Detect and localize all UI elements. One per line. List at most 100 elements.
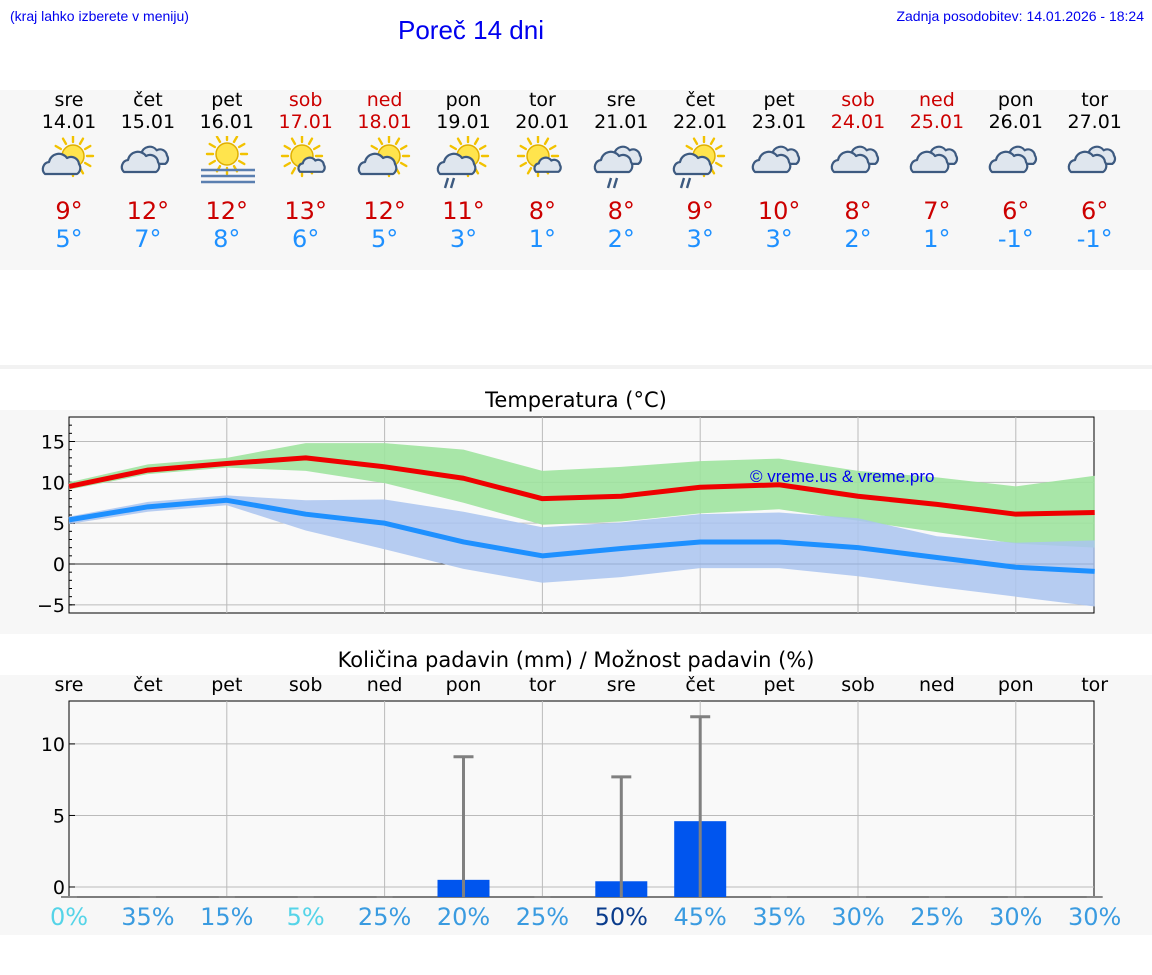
day-name: ned: [918, 89, 955, 111]
watermark: © vreme.us & vreme.pro: [750, 467, 935, 486]
min-temp: 2°: [844, 225, 872, 253]
max-temp: 6°: [1081, 197, 1109, 225]
precip-probability: 15%: [200, 903, 254, 931]
day-name: čet: [133, 89, 163, 111]
day-name: pon: [997, 89, 1034, 111]
precip-probability: 25%: [910, 903, 964, 931]
day-date: 15.01: [120, 111, 176, 133]
min-temp: 1°: [923, 225, 951, 253]
day-name: ned: [366, 89, 403, 111]
max-temp: 8°: [528, 197, 557, 225]
day-name: tor: [528, 89, 556, 111]
y-tick-label: 5: [53, 513, 65, 535]
cloudy-icon: [909, 145, 958, 174]
precip-day-label: sob: [841, 674, 875, 696]
sun-small-cloud-icon: [280, 136, 326, 178]
min-temp-line: [68, 497, 1095, 574]
forecast-band: [0, 90, 1152, 270]
precip-probability: 25%: [357, 903, 412, 931]
precip-probability: 0%: [49, 903, 89, 931]
day-date: 27.01: [1067, 111, 1122, 133]
page-title: Poreč 14 dni: [398, 15, 544, 45]
max-temp: 8°: [844, 197, 872, 225]
day-date: 14.01: [41, 111, 97, 133]
max-temp: 13°: [284, 197, 327, 225]
day-name: sre: [606, 89, 636, 111]
sun-small-cloud-icon: [517, 136, 563, 178]
precip-day-label: sre: [54, 674, 84, 696]
min-temp: 3°: [765, 225, 793, 253]
precip-probability: 5%: [286, 903, 325, 931]
day-name: čet: [685, 89, 715, 111]
sun-cloud-icon: [41, 136, 95, 178]
min-temp: 1°: [528, 225, 557, 253]
max-temp: 12°: [205, 197, 249, 225]
precip-day-label: pon: [997, 674, 1034, 696]
day-date: 16.01: [199, 111, 254, 133]
day-date: 21.01: [594, 111, 649, 133]
precip-probability: 30%: [989, 903, 1043, 931]
min-temp: 5°: [370, 225, 399, 253]
temperature-chart-title: Temperatura (°C): [485, 388, 667, 412]
last-update: Zadnja posodobitev: 14.01.2026 - 18:24: [896, 8, 1144, 24]
sun-cloud-icon: [357, 136, 410, 178]
precip-day-label: ned: [366, 674, 403, 696]
precip-day-label: tor: [528, 674, 556, 696]
precip-day-label: čet: [685, 674, 715, 696]
day-date: 19.01: [436, 111, 491, 133]
day-date: 20.01: [515, 111, 570, 133]
y-tick-label: 15: [41, 432, 65, 454]
cloudy-icon: [830, 145, 880, 174]
precip-day-label: tor: [1081, 674, 1109, 696]
precip-day-label: sre: [606, 674, 636, 696]
location-menu-hint: (kraj lahko izberete v meniju): [10, 8, 189, 24]
day-date: 23.01: [751, 111, 807, 133]
y-tick-label: 0: [53, 554, 65, 576]
precip-probability: 25%: [515, 903, 570, 931]
min-temp: -1°: [1076, 225, 1113, 253]
precip-probability: 30%: [831, 903, 885, 931]
max-temp: 6°: [1002, 197, 1030, 225]
precip-day-label: pet: [211, 674, 243, 696]
max-temp: 8°: [607, 197, 635, 225]
sun-cloud-rain-icon: [436, 136, 489, 189]
day-name: sob: [841, 89, 875, 111]
max-temp: 10°: [757, 197, 801, 225]
min-temp: 3°: [686, 225, 714, 253]
precipitation-chart-title: Količina padavin (mm) / Možnost padavin …: [337, 648, 815, 672]
day-date: 17.01: [278, 111, 333, 133]
min-temp: 2°: [607, 225, 635, 253]
min-temp: 8°: [213, 225, 241, 253]
precip-probability: 35%: [121, 903, 175, 931]
precip-day-label: pon: [445, 674, 482, 696]
min-temp: -1°: [997, 225, 1034, 253]
precip-day-label: sob: [288, 674, 323, 696]
min-temp: 3°: [449, 225, 478, 253]
day-name: pet: [211, 89, 243, 111]
max-temp: 11°: [442, 197, 485, 225]
precip-probability: 45%: [673, 903, 727, 931]
min-temp: 5°: [55, 225, 83, 253]
precip-probability: 50%: [594, 903, 648, 931]
cloudy-icon: [751, 145, 801, 174]
cloudy-icon: [120, 145, 169, 174]
day-name: tor: [1081, 89, 1109, 111]
day-name: pon: [445, 89, 482, 111]
max-temp: 9°: [55, 197, 83, 225]
max-temp: 12°: [126, 197, 170, 225]
day-date: 25.01: [909, 111, 965, 133]
min-temp: 7°: [134, 225, 162, 253]
max-temp-line: [68, 455, 1095, 517]
precip-probability: 35%: [752, 903, 806, 931]
max-temp: 7°: [923, 197, 951, 225]
day-date: 26.01: [988, 111, 1043, 133]
day-date: 18.01: [357, 111, 412, 133]
precip-day-label: pet: [763, 674, 795, 696]
y-tick-label: 10: [41, 472, 65, 494]
day-name: pet: [763, 89, 795, 111]
max-temp: 9°: [686, 197, 714, 225]
max-temp: 12°: [363, 197, 406, 225]
min-temp: 6°: [292, 225, 320, 253]
precip-probability: 20%: [436, 903, 491, 931]
